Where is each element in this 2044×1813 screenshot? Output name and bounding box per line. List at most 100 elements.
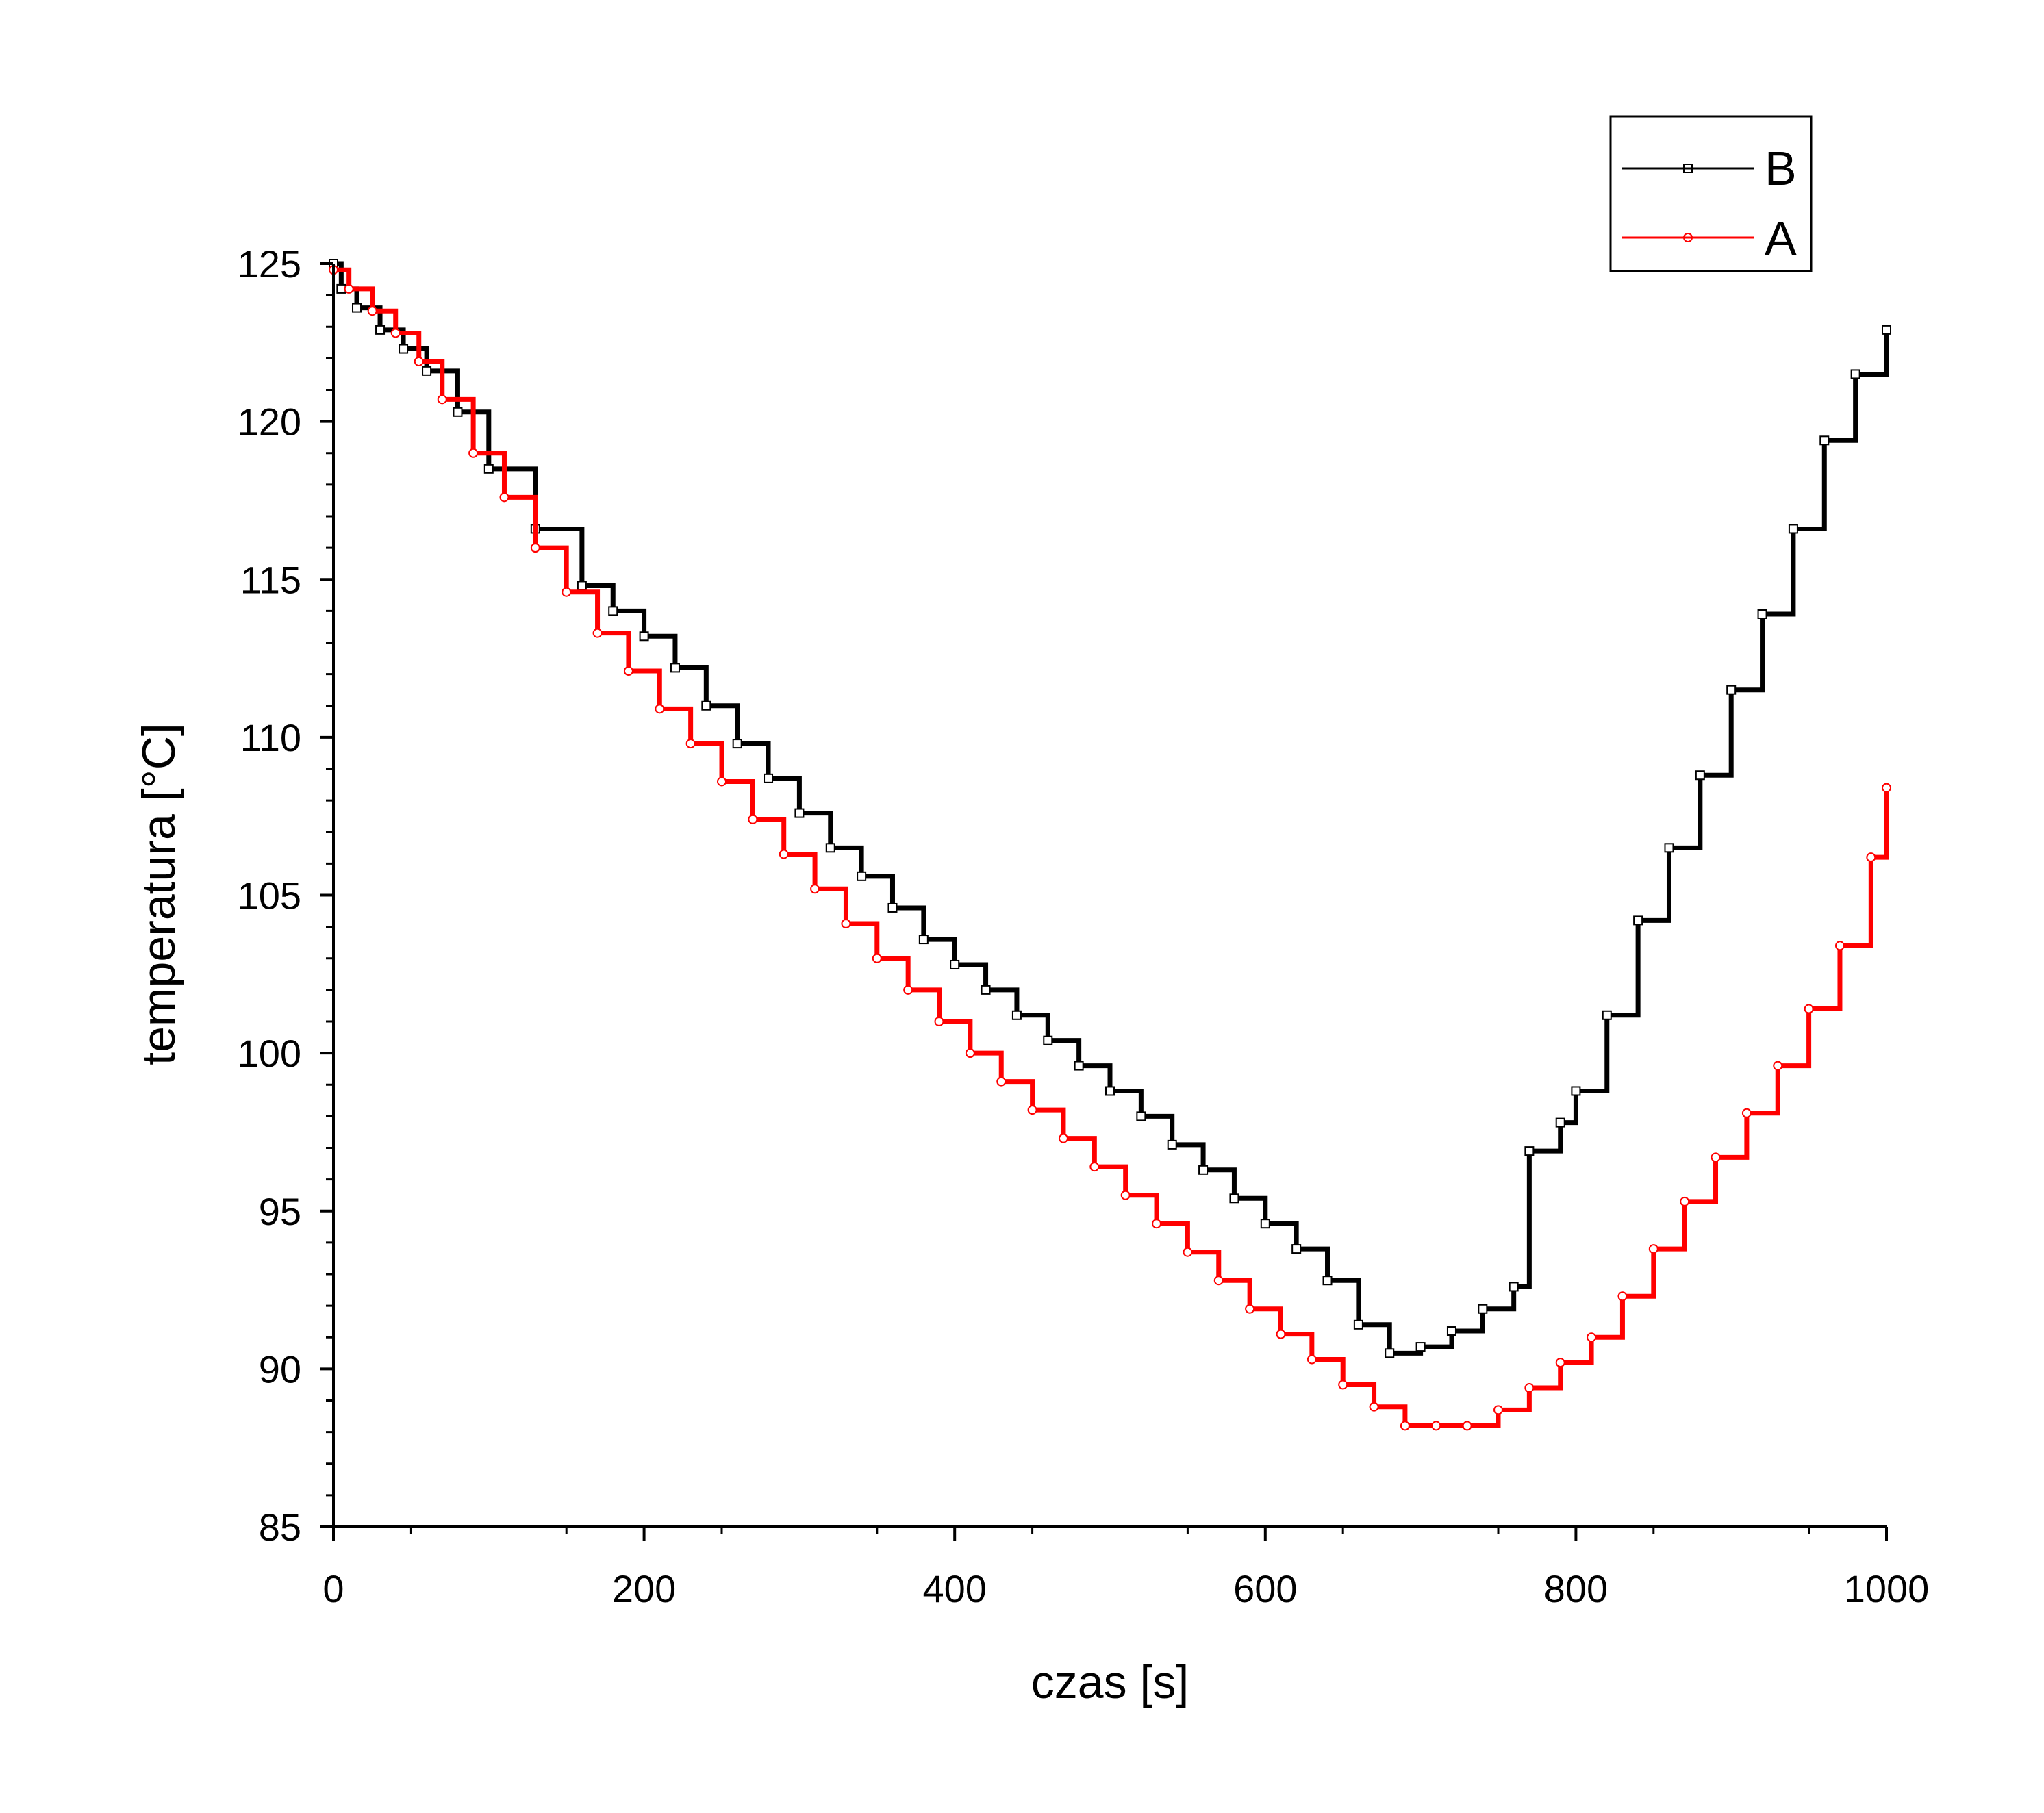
data-point (1819, 435, 1830, 446)
data-point (825, 843, 835, 853)
data-point (414, 356, 424, 366)
data-point (934, 1017, 944, 1026)
data-point (1462, 1421, 1472, 1431)
data-point (1089, 1162, 1100, 1172)
y-tick-label: 110 (240, 716, 301, 759)
legend-item-b: B (1622, 142, 1797, 195)
legend-label-a: A (1765, 212, 1797, 265)
data-point (701, 700, 711, 711)
data-point (453, 407, 463, 417)
data-point (1648, 1244, 1658, 1254)
legend-label-b: B (1765, 142, 1797, 195)
y-tick-label: 125 (238, 242, 301, 286)
data-point (577, 581, 587, 591)
data-point (1415, 1342, 1426, 1352)
data-point (764, 773, 774, 783)
data-point (1245, 1304, 1255, 1314)
data-point (981, 985, 991, 995)
data-point (468, 448, 479, 458)
data-point (1664, 843, 1674, 853)
data-point (336, 283, 346, 294)
data-point (996, 1076, 1007, 1087)
data-point (1478, 1304, 1488, 1314)
data-point (367, 306, 377, 316)
x-tick-label: 0 (323, 1567, 344, 1610)
data-point (1074, 1061, 1084, 1071)
data-point (887, 902, 898, 913)
data-point (1804, 1004, 1814, 1014)
legend-marker-b (1683, 164, 1693, 173)
data-point (1183, 1247, 1193, 1257)
data-point (1260, 1219, 1270, 1229)
series-line-b (333, 261, 1889, 1356)
data-point (841, 919, 851, 929)
y-tick-label: 85 (259, 1506, 301, 1549)
y-tick-label: 115 (240, 558, 301, 601)
data-point (1882, 783, 1891, 793)
data-point (1741, 1108, 1752, 1118)
data-point (639, 631, 649, 642)
data-point (1043, 1035, 1053, 1045)
data-point (499, 492, 509, 503)
data-point (344, 283, 354, 294)
data-point (950, 959, 960, 969)
data-point (1602, 1010, 1612, 1020)
data-point (1353, 1319, 1363, 1330)
data-point (655, 704, 665, 714)
data-point (1027, 1105, 1037, 1115)
y-tick-label: 105 (238, 874, 301, 917)
data-point (1167, 1139, 1177, 1150)
x-tick-label: 200 (612, 1567, 676, 1610)
data-point (1788, 524, 1798, 534)
data-point (352, 303, 362, 313)
data-point (1385, 1348, 1395, 1358)
data-point (375, 325, 386, 335)
plot-area (329, 259, 1891, 1431)
y-axis-title: temperatura [°C] (133, 723, 185, 1065)
data-point (623, 666, 633, 676)
legend: B A (1609, 115, 1813, 272)
data-point (872, 953, 882, 963)
data-point (810, 884, 820, 894)
data-point (857, 871, 867, 881)
axes: 0 200 400 600 800 1000 85 90 95 100 105 110 115 120 1… (238, 242, 1930, 1610)
data-point (1555, 1358, 1565, 1368)
data-point (1509, 1282, 1519, 1292)
data-point (1136, 1111, 1146, 1121)
data-point (1229, 1193, 1239, 1204)
data-point (965, 1048, 975, 1058)
series-b (329, 259, 1891, 1358)
data-point (1120, 1190, 1131, 1200)
data-point (1400, 1421, 1410, 1431)
legend-item-a: A (1622, 212, 1797, 265)
data-point (1695, 770, 1705, 781)
data-point (437, 394, 447, 405)
data-point (794, 808, 805, 818)
data-point (1757, 609, 1767, 619)
data-point (1587, 1332, 1597, 1343)
y-tick-label: 95 (259, 1190, 301, 1233)
series-a (329, 265, 1891, 1431)
data-point (1773, 1061, 1783, 1071)
data-point (592, 628, 603, 638)
y-tick-label: 90 (259, 1347, 301, 1391)
data-point (1834, 941, 1845, 951)
data-point (1571, 1086, 1581, 1096)
data-point (1446, 1326, 1456, 1336)
y-ticks: 85 90 95 100 105 110 115 120 125 (238, 242, 333, 1549)
data-point (1493, 1405, 1503, 1415)
data-point (1633, 915, 1643, 926)
data-point (918, 935, 929, 945)
data-point (1431, 1421, 1441, 1431)
legend-box (1609, 115, 1813, 272)
data-point (530, 543, 540, 553)
data-point (562, 587, 572, 597)
x-tick-label: 800 (1544, 1567, 1608, 1610)
data-point (1011, 1010, 1022, 1020)
data-point (903, 985, 913, 995)
series-line-a (333, 267, 1889, 1428)
data-point (685, 739, 696, 749)
data-point (1850, 369, 1860, 379)
data-point (1213, 1276, 1224, 1286)
